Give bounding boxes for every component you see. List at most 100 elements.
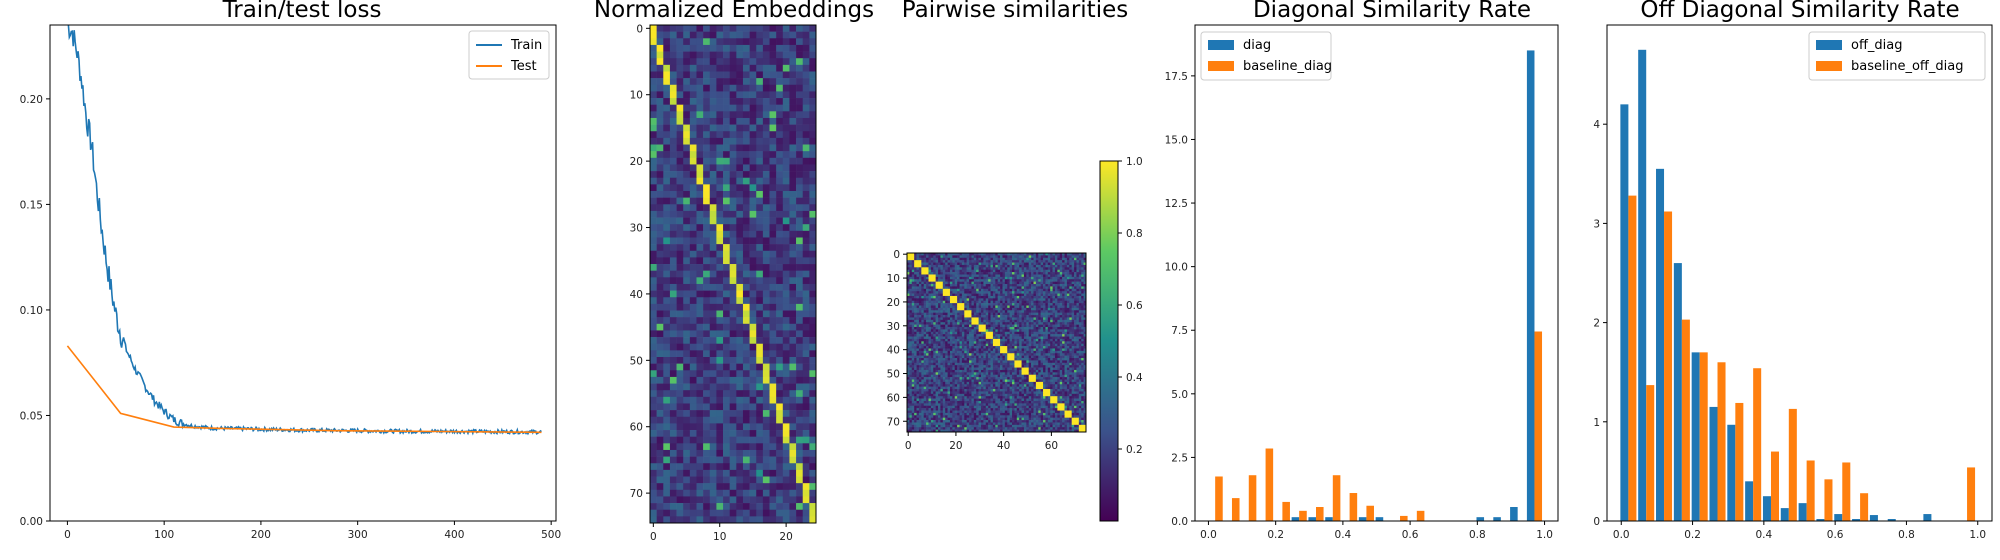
similarity-cell bbox=[940, 295, 944, 299]
embedding-cell bbox=[696, 230, 704, 238]
similarity-cell bbox=[1081, 336, 1084, 340]
similarity-cell bbox=[1007, 319, 1010, 323]
embedding-cell bbox=[756, 357, 764, 364]
similarity-cell bbox=[911, 329, 915, 333]
embedding-cell bbox=[762, 157, 770, 165]
embedding-cell bbox=[703, 257, 711, 265]
similarity-cell bbox=[988, 267, 991, 271]
similarity-cell bbox=[935, 326, 939, 330]
embedding-cell bbox=[723, 416, 730, 424]
similarity-cell bbox=[1057, 348, 1061, 352]
similarity-cell bbox=[966, 264, 970, 268]
similarity-cell bbox=[909, 279, 913, 282]
embedding-cell bbox=[742, 443, 750, 451]
embedding-cell bbox=[802, 443, 810, 451]
embedding-cell bbox=[650, 224, 657, 232]
similarity-cell bbox=[973, 276, 977, 280]
similarity-cell bbox=[914, 298, 917, 302]
embedding-cell bbox=[802, 117, 810, 125]
similarity-cell bbox=[1062, 276, 1065, 280]
similarity-cell bbox=[1045, 310, 1049, 313]
similarity-cell bbox=[952, 260, 956, 263]
similarity-cell bbox=[930, 267, 934, 271]
similarity-cell bbox=[964, 262, 967, 266]
embedding-cell bbox=[762, 270, 770, 278]
embedding-cell bbox=[703, 430, 711, 437]
similarity-cell bbox=[1007, 307, 1010, 311]
embedding-cell bbox=[663, 117, 671, 125]
similarity-cell bbox=[1076, 284, 1080, 287]
similarity-cell bbox=[957, 322, 960, 325]
similarity-cell bbox=[928, 253, 932, 256]
similarity-cell bbox=[1076, 276, 1080, 280]
embedding-cell bbox=[789, 483, 797, 491]
similarity-cell bbox=[911, 348, 915, 352]
similarity-cell bbox=[1016, 348, 1020, 352]
similarity-cell bbox=[949, 281, 953, 285]
similarity-cell bbox=[983, 331, 987, 335]
embedding-cell bbox=[696, 443, 704, 451]
embedding-cell bbox=[669, 310, 677, 318]
embedding-cell bbox=[723, 277, 730, 285]
embedding-cell bbox=[736, 270, 744, 278]
embedding-cell bbox=[802, 390, 810, 398]
embedding-cell bbox=[656, 370, 664, 378]
embedding-cell bbox=[762, 469, 770, 477]
similarity-cell bbox=[1028, 291, 1032, 294]
similarity-cell bbox=[1012, 346, 1015, 349]
embedding-cell bbox=[689, 516, 697, 524]
similarity-cell bbox=[1007, 293, 1010, 297]
embedding-cell bbox=[749, 111, 757, 119]
similarity-cell bbox=[1028, 260, 1032, 263]
similarity-cell bbox=[1066, 324, 1070, 328]
embedding-cell bbox=[769, 496, 777, 504]
embedding-cell bbox=[789, 157, 797, 165]
similarity-cell bbox=[1071, 329, 1075, 333]
similarity-cell bbox=[1021, 284, 1025, 287]
similarity-cell bbox=[930, 260, 934, 263]
embedding-cell bbox=[703, 204, 711, 212]
embedding-cell bbox=[796, 38, 804, 46]
similarity-cell bbox=[1074, 341, 1077, 344]
embedding-cell bbox=[696, 489, 704, 497]
similarity-cell bbox=[909, 293, 913, 297]
embedding-cell bbox=[756, 383, 764, 391]
similarity-cell bbox=[969, 267, 972, 271]
similarity-cell bbox=[1047, 348, 1051, 352]
embedding-cell bbox=[723, 144, 730, 152]
similarity-cell bbox=[1002, 317, 1006, 321]
similarity-cell bbox=[992, 329, 996, 333]
similarity-cell bbox=[959, 312, 963, 316]
similarity-cell bbox=[1031, 267, 1034, 271]
similarity-cell bbox=[1050, 307, 1053, 311]
similarity-cell bbox=[1021, 315, 1025, 318]
embedding-cell bbox=[762, 191, 770, 198]
embedding-cell bbox=[669, 489, 677, 497]
similarity-cell bbox=[952, 310, 956, 313]
embedding-cell bbox=[742, 144, 750, 152]
similarity-cell bbox=[969, 348, 972, 352]
embedding-cell bbox=[703, 363, 711, 371]
similarity-cell bbox=[1083, 310, 1087, 313]
similarity-cell bbox=[1047, 281, 1051, 285]
embedding-cell bbox=[756, 264, 764, 271]
embedding-cell bbox=[683, 144, 691, 152]
embedding-cell bbox=[650, 184, 657, 192]
similarity-cell bbox=[916, 262, 920, 266]
similarity-cell bbox=[973, 255, 977, 259]
embedding-cell bbox=[729, 44, 737, 52]
embedding-cell bbox=[802, 516, 810, 524]
similarity-cell bbox=[1078, 274, 1082, 278]
embedding-cell bbox=[729, 503, 737, 511]
similarity-cell bbox=[916, 272, 920, 275]
similarity-cell bbox=[1078, 315, 1082, 318]
similarity-cell bbox=[938, 322, 941, 325]
embedding-cell bbox=[749, 290, 757, 298]
similarity-cell bbox=[1021, 291, 1025, 294]
similarity-cell bbox=[1050, 288, 1053, 292]
similarity-cell bbox=[1000, 295, 1003, 299]
similarity-cell bbox=[1033, 307, 1037, 311]
embedding-cell bbox=[802, 370, 810, 378]
similarity-cell bbox=[1009, 253, 1013, 256]
similarity-cell bbox=[1033, 295, 1037, 299]
